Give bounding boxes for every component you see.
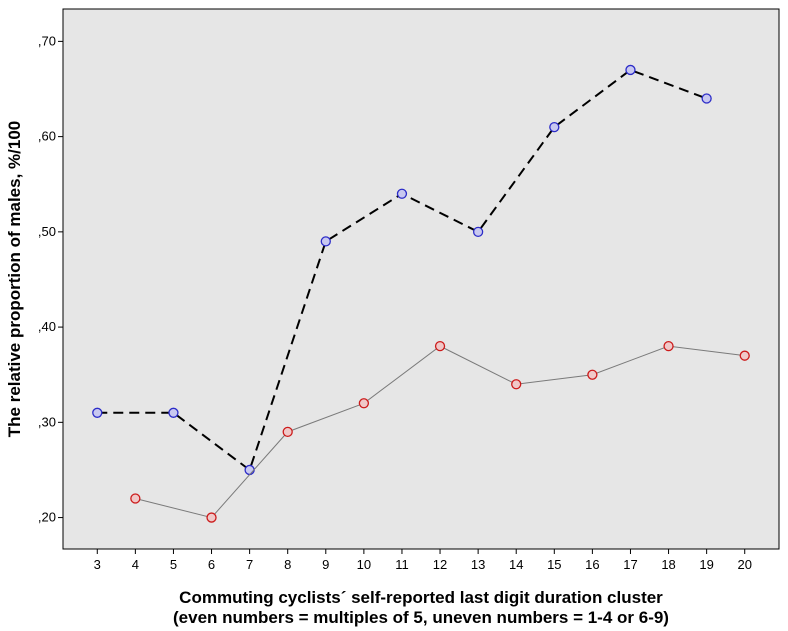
series-1-point <box>320 236 331 247</box>
x-tick-label: 13 <box>471 557 485 572</box>
x-tick-label: 17 <box>623 557 637 572</box>
series-2-point <box>587 369 598 380</box>
y-tick-label: ,40 <box>38 319 56 334</box>
series-1-point <box>92 407 103 418</box>
series-2-point <box>511 379 522 390</box>
x-axis: 3 4 5 6 7 8 9 10 11 12 13 14 15 16 17 18 19 20 <box>94 549 752 572</box>
x-tick-label: 3 <box>94 557 101 572</box>
x-tick-label: 14 <box>509 557 523 572</box>
x-tick-label: 5 <box>170 557 177 572</box>
series-2-point <box>663 340 674 352</box>
x-tick-label: 4 <box>132 557 139 572</box>
x-tick-label: 10 <box>357 557 371 572</box>
series-1-point <box>701 93 712 104</box>
x-tick-label: 7 <box>246 557 253 572</box>
x-tick-label: 6 <box>208 557 215 572</box>
series-1-point <box>244 464 255 476</box>
series-2-point <box>739 350 750 361</box>
x-tick-label: 9 <box>322 557 329 572</box>
y-tick-label: ,50 <box>38 224 56 239</box>
x-tick-label: 8 <box>284 557 291 572</box>
series-2-point <box>206 512 217 523</box>
y-tick-label: ,30 <box>38 414 56 429</box>
y-axis-title: The relative proportion of males, %/100 <box>5 121 24 437</box>
x-tick-label: 20 <box>737 557 751 572</box>
series-2-point <box>130 493 141 504</box>
y-tick-label: ,60 <box>38 129 56 144</box>
series-1-point <box>549 121 560 133</box>
plot-area <box>62 8 780 550</box>
series-1-point <box>625 64 636 76</box>
x-tick-label: 19 <box>699 557 713 572</box>
x-tick-label: 18 <box>661 557 675 572</box>
series-2-point <box>434 340 446 352</box>
series-1-point <box>396 188 408 199</box>
x-tick-label: 11 <box>395 557 409 572</box>
series-1-point <box>472 226 484 238</box>
y-axis: ,20 ,30 ,40 ,50 ,60 ,70 <box>38 33 63 525</box>
series-1-point <box>168 407 179 418</box>
x-axis-subtitle: (even numbers = multiples of 5, uneven n… <box>173 608 669 627</box>
x-tick-label: 15 <box>547 557 561 572</box>
y-tick-label: ,20 <box>38 510 56 525</box>
x-tick-label: 16 <box>585 557 599 572</box>
x-tick-label: 12 <box>433 557 447 572</box>
series-2-point <box>282 426 293 438</box>
series-2-point <box>358 398 370 409</box>
series-layer <box>92 64 750 523</box>
y-tick-label: ,70 <box>38 33 56 48</box>
x-axis-title: Commuting cyclists´ self-reported last d… <box>179 588 663 607</box>
